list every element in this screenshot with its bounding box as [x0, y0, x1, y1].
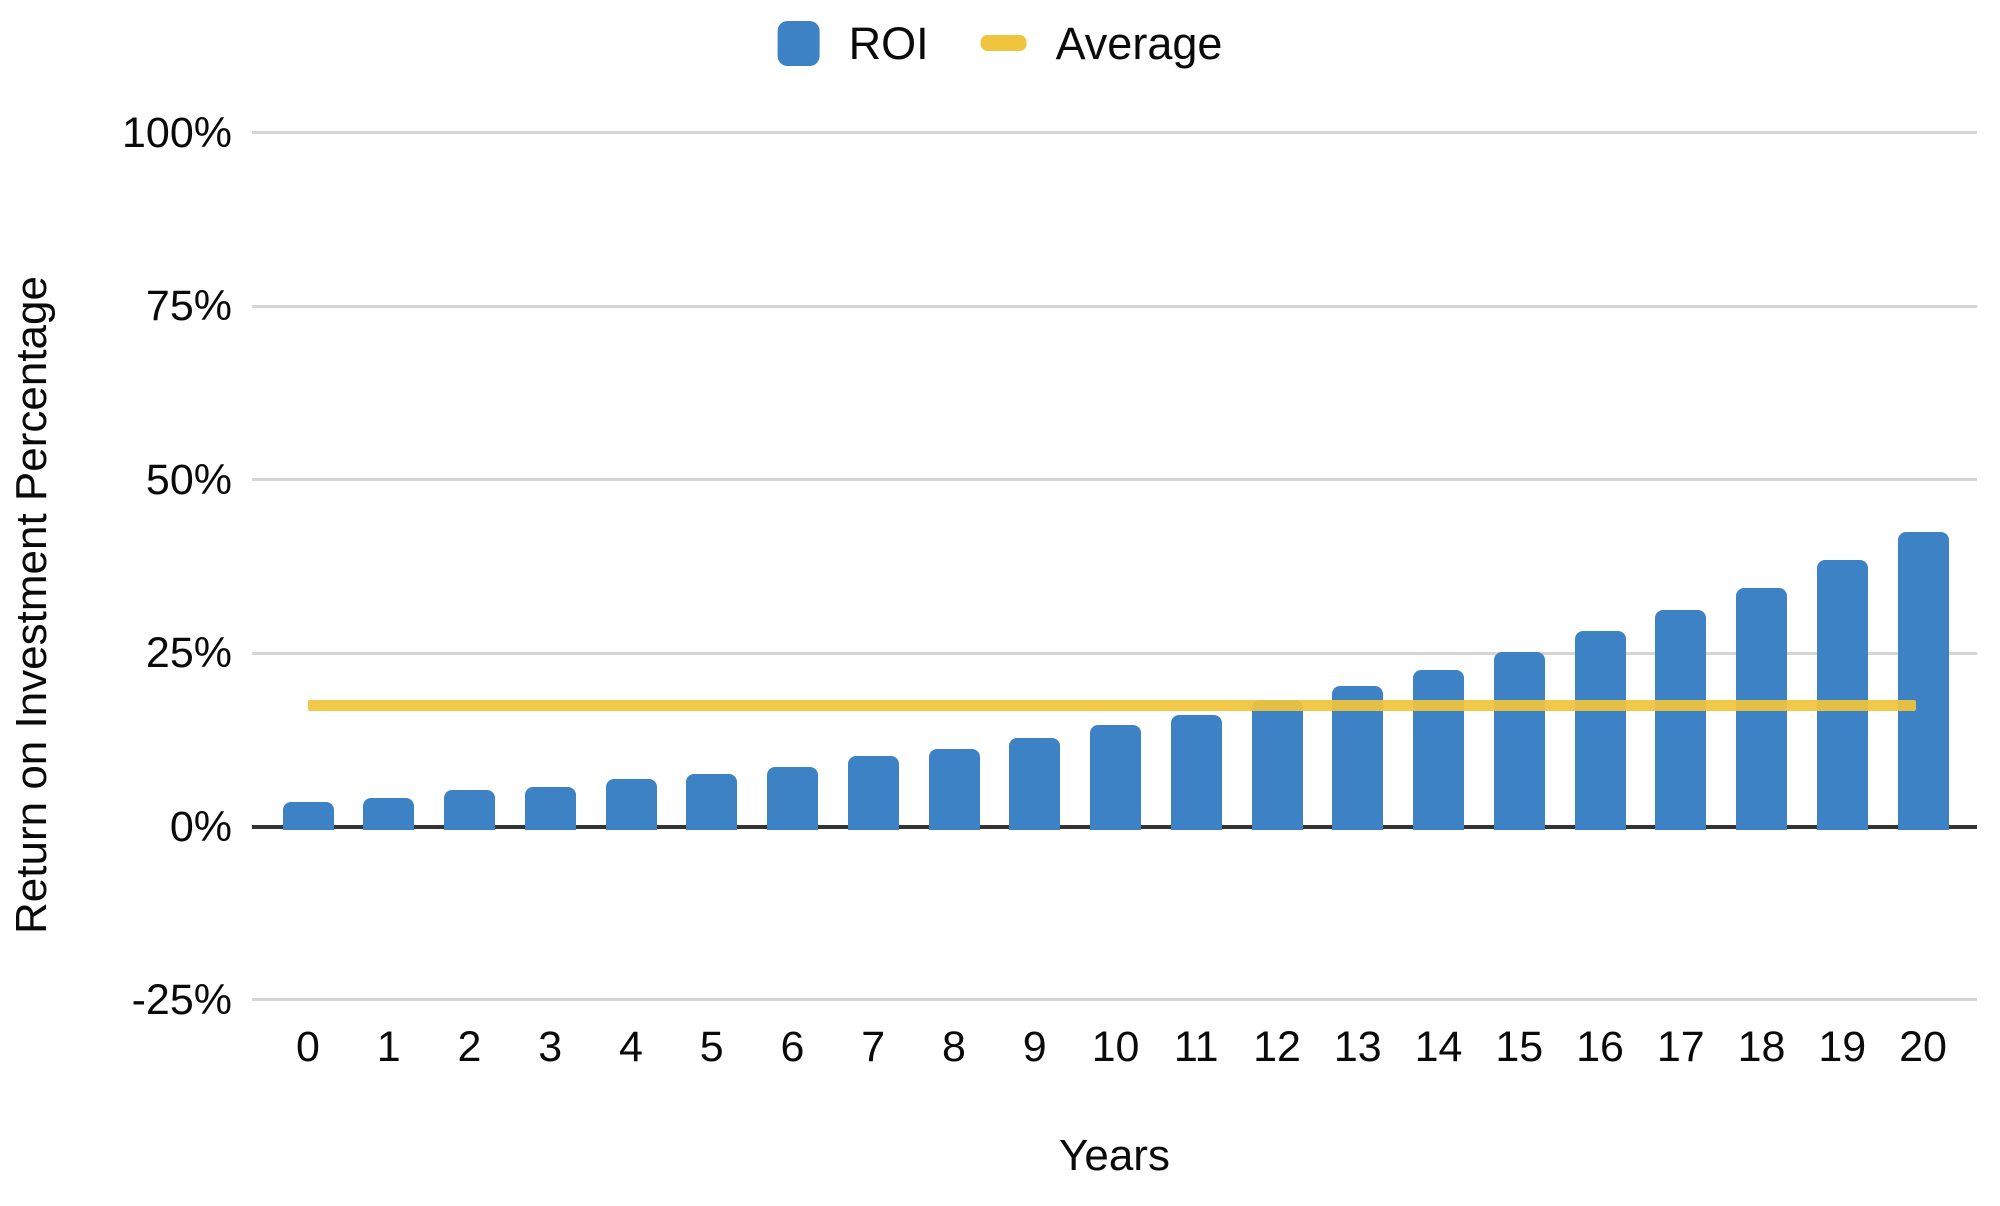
x-axis-title: Years — [1059, 1131, 1170, 1180]
x-tick-label: 20 — [1899, 1023, 1947, 1071]
x-tick-label: 18 — [1737, 1023, 1786, 1071]
legend-item-average: Average — [980, 17, 1223, 69]
x-tick-label: 5 — [699, 1023, 724, 1071]
gridline — [252, 131, 1977, 135]
legend: ROI Average — [777, 14, 1223, 72]
x-tick-label: 11 — [1173, 1023, 1219, 1071]
x-tick-label: 17 — [1656, 1023, 1705, 1071]
x-tick-label: 13 — [1333, 1023, 1382, 1071]
bar-year-8 — [928, 748, 980, 830]
bar-year-9 — [1009, 737, 1061, 830]
average-swatch-icon — [980, 35, 1027, 51]
bar-year-11 — [1170, 714, 1222, 830]
y-tick-label: 0% — [169, 802, 232, 851]
x-tick-label: 12 — [1253, 1023, 1301, 1071]
bar-year-19 — [1816, 560, 1868, 830]
bar-year-3 — [524, 786, 576, 830]
bar-year-6 — [767, 766, 818, 830]
bar-year-4 — [605, 779, 657, 830]
x-tick-label: 1 — [376, 1023, 401, 1071]
x-tick-label: 9 — [1022, 1023, 1047, 1071]
y-tick-label: 25% — [145, 629, 232, 678]
bar-year-14 — [1413, 669, 1464, 830]
roi-swatch-icon — [777, 20, 820, 66]
y-tick-label: 100% — [122, 108, 232, 157]
x-tick-label: 14 — [1414, 1023, 1463, 1071]
gridline — [252, 998, 1977, 1002]
gridline — [252, 304, 1977, 308]
y-tick-label: -25% — [131, 975, 232, 1024]
bar-year-0 — [282, 801, 334, 830]
x-tick-label: 16 — [1576, 1023, 1624, 1071]
bar-year-15 — [1493, 651, 1545, 830]
y-tick-label: 75% — [145, 282, 232, 331]
x-tick-label: 10 — [1091, 1023, 1140, 1071]
x-tick-label: 4 — [619, 1023, 643, 1071]
legend-label-average: Average — [1055, 17, 1223, 69]
x-tick-label: 7 — [861, 1023, 886, 1071]
bar-year-10 — [1090, 724, 1141, 830]
x-tick-label: 6 — [780, 1023, 805, 1071]
bar-year-7 — [847, 756, 899, 830]
bar-year-20 — [1897, 531, 1949, 830]
x-tick-label: 8 — [942, 1023, 966, 1071]
bar-year-2 — [444, 790, 495, 830]
bar-year-17 — [1655, 610, 1707, 830]
bar-year-5 — [686, 774, 738, 830]
x-tick-label: 0 — [296, 1023, 320, 1071]
bar-year-16 — [1574, 630, 1626, 830]
bar-year-1 — [363, 798, 415, 830]
gridline — [252, 478, 1977, 482]
x-tick-label: 2 — [457, 1023, 482, 1071]
x-tick-label: 3 — [538, 1023, 563, 1071]
x-tick-label: 19 — [1818, 1023, 1867, 1071]
gridline — [252, 651, 1977, 655]
y-tick-label: 50% — [145, 455, 232, 504]
x-tick-label: 15 — [1495, 1023, 1544, 1071]
legend-label-roi: ROI — [848, 17, 929, 69]
legend-item-roi: ROI — [777, 17, 929, 69]
average-line — [308, 699, 1916, 711]
bar-year-12 — [1251, 699, 1303, 830]
